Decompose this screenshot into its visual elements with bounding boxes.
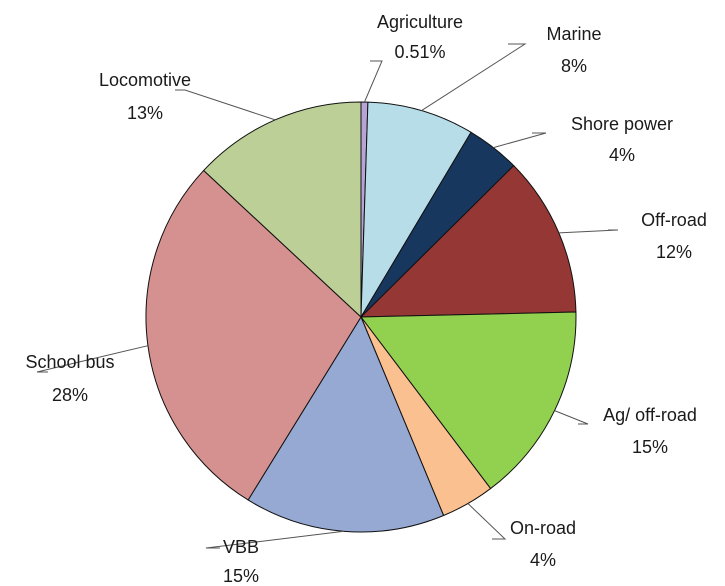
- leader-line-marine: [421, 43, 527, 112]
- label-on-road-value: 4%: [530, 550, 556, 570]
- label-agriculture-name: Agriculture: [377, 12, 463, 32]
- slice-marine: [360, 101, 472, 318]
- leader-lines: [36, 43, 619, 549]
- label-vbb-value: 15%: [223, 566, 259, 586]
- label-school-bus-name: School bus: [25, 352, 114, 372]
- leader-line-school-bus: [36, 345, 149, 373]
- label-shore-power-name: Shore power: [571, 114, 673, 134]
- leader-line-on-road: [467, 503, 507, 540]
- label-vbb-name: VBB: [223, 537, 259, 557]
- leader-line-agriculture: [364, 60, 383, 103]
- leader-line-shore-power: [493, 132, 547, 149]
- label-off-road-name: Off-road: [641, 210, 707, 230]
- slice-locomotive: [203, 101, 362, 318]
- label-shore-power-value: 4%: [609, 145, 635, 165]
- leader-line-locomotive: [175, 89, 276, 121]
- slice-labels: Agriculture 0.51% Marine 8% Shore power …: [25, 12, 706, 586]
- label-locomotive-value: 13%: [127, 103, 163, 123]
- label-ag-off-road-name: Ag/ off-road: [603, 405, 697, 425]
- slice-off-road: [360, 165, 577, 318]
- label-marine-value: 8%: [561, 56, 587, 76]
- label-on-road-name: On-road: [510, 518, 576, 538]
- label-agriculture-value: 0.51%: [394, 42, 445, 62]
- label-ag-off-road-value: 15%: [632, 437, 668, 457]
- slice-school-bus: [145, 169, 362, 501]
- leader-line-off-road: [558, 229, 619, 234]
- slice-ag-off-road: [360, 311, 577, 490]
- label-locomotive-name: Locomotive: [99, 70, 191, 90]
- pie-slices: [145, 101, 577, 533]
- label-marine-name: Marine: [546, 24, 601, 44]
- label-off-road-value: 12%: [656, 242, 692, 262]
- label-school-bus-value: 28%: [52, 385, 88, 405]
- leader-line-vbb: [205, 530, 345, 549]
- leader-line-ag-off-road: [554, 410, 589, 425]
